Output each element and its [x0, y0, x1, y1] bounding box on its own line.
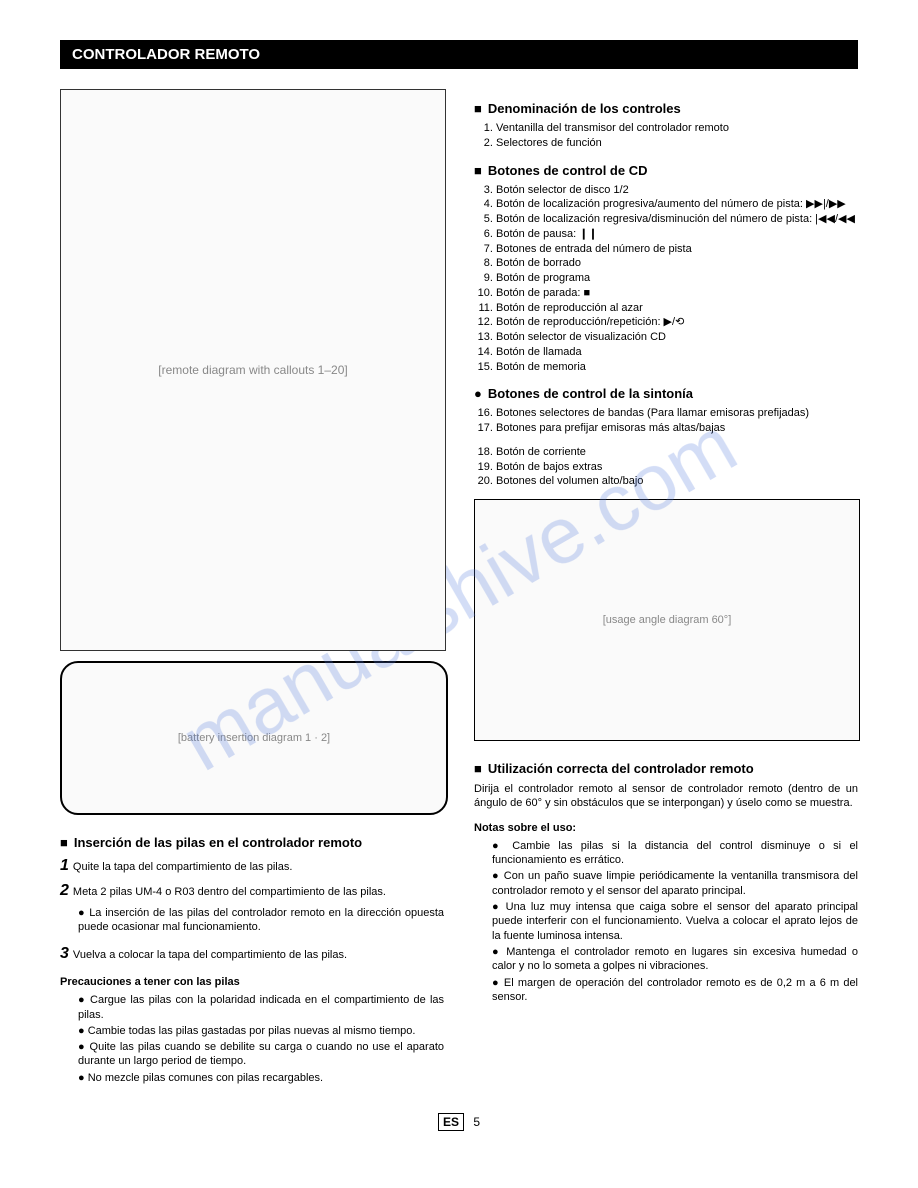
list-item: Botón de memoria: [496, 361, 858, 375]
usage-intro: Dirija el controlador remoto al sensor d…: [474, 782, 858, 811]
list-item: Botón de corriente: [496, 446, 858, 460]
battery-diagram: [battery insertion diagram 1 · 2]: [60, 661, 448, 815]
list-item: Botones del volumen alto/bajo: [496, 475, 858, 489]
controls-heading: ■Denominación de los controles: [474, 101, 858, 116]
page-footer: ES 5: [60, 1115, 858, 1129]
page-number: 5: [473, 1115, 480, 1129]
list-item: Una luz muy intensa que caiga sobre el s…: [492, 900, 858, 943]
list-item: Botones selectores de bandas (Para llama…: [496, 407, 858, 421]
list-item: El margen de operación del controlador r…: [492, 976, 858, 1005]
cd-heading: ■Botones de control de CD: [474, 163, 858, 178]
list-item: Con un paño suave limpie periódicamente …: [492, 869, 858, 898]
list-item: Botón de bajos extras: [496, 461, 858, 475]
list-item: Botón de reproducción/repetición: ▶/⟲: [496, 316, 858, 330]
lang-code: ES: [438, 1113, 464, 1131]
list-item: Cambie todas las pilas gastadas por pila…: [78, 1024, 444, 1038]
list-item: Botón de programa: [496, 272, 858, 286]
list-item: Botones para prefijar emisoras más altas…: [496, 422, 858, 436]
list-item: Mantenga el controlador remoto en lugare…: [492, 945, 858, 974]
precautions-list: Cargue las pilas con la polaridad indica…: [60, 993, 444, 1085]
list-item: Botón de localización regresiva/disminuc…: [496, 213, 858, 227]
usage-notes-list: Cambie las pilas si la distancia del con…: [474, 839, 858, 1004]
list-item: Botón de borrado: [496, 257, 858, 271]
list-item: Selectores de función: [496, 137, 858, 151]
right-column: ■Denominación de los controles Ventanill…: [474, 89, 858, 1095]
list-item: Botón de pausa: ❙❙: [496, 228, 858, 242]
usage-heading: ■Utilización correcta del controlador re…: [474, 761, 858, 776]
battery-note: La inserción de las pilas del controlado…: [78, 906, 444, 935]
cd-list: Botón selector de disco 1/2 Botón de loc…: [474, 184, 858, 375]
battery-step-3: 3Vuelva a colocar la tapa del compartimi…: [60, 944, 444, 965]
list-item: Quite las pilas cuando se debilite su ca…: [78, 1040, 444, 1069]
extra-list: Botón de corriente Botón de bajos extras…: [474, 446, 858, 489]
controls-list-1: Ventanilla del transmisor del controlado…: [474, 122, 858, 151]
list-item: No mezcle pilas comunes con pilas recarg…: [78, 1071, 444, 1085]
remote-diagram: [remote diagram with callouts 1–20]: [60, 89, 446, 651]
list-item: Botón de reproducción al azar: [496, 302, 858, 316]
list-item: Ventanilla del transmisor del controlado…: [496, 122, 858, 136]
list-item: Botones de entrada del número de pista: [496, 243, 858, 257]
battery-step-1: 1Quite la tapa del compartimiento de las…: [60, 856, 444, 877]
precautions-heading: Precauciones a tener con las pilas: [60, 975, 444, 989]
list-item: Cargue las pilas con la polaridad indica…: [78, 993, 444, 1022]
list-item: Botón de localización progresiva/aumento…: [496, 198, 858, 212]
page-header: CONTROLADOR REMOTO: [60, 40, 858, 69]
left-column: [remote diagram with callouts 1–20] [bat…: [60, 89, 444, 1095]
usage-notes-heading: Notas sobre el uso:: [474, 821, 858, 835]
list-item: Botón selector de visualización CD: [496, 331, 858, 345]
battery-heading: ■Inserción de las pilas en el controlado…: [60, 835, 444, 850]
list-item: Botón de parada: ■: [496, 287, 858, 301]
tuner-list: Botones selectores de bandas (Para llama…: [474, 407, 858, 436]
list-item: Botón selector de disco 1/2: [496, 184, 858, 198]
list-item: Botón de llamada: [496, 346, 858, 360]
battery-step-2: 2Meta 2 pilas UM-4 o R03 dentro del comp…: [60, 881, 444, 902]
list-item: Cambie las pilas si la distancia del con…: [492, 839, 858, 868]
usage-diagram: [usage angle diagram 60°]: [474, 499, 860, 741]
tuner-heading: ●Botones de control de la sintonía: [474, 386, 858, 401]
